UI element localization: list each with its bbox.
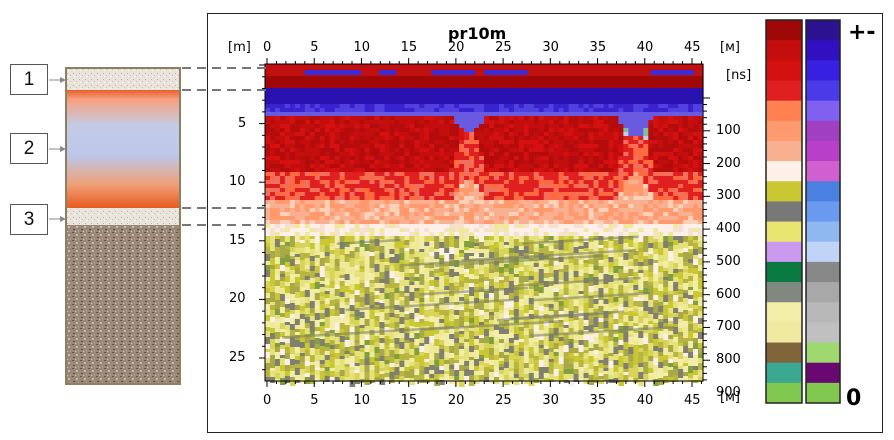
soil-column-border [65,67,181,385]
x-bottom-tick-label: 30 [542,393,559,408]
cool-palette-swatch [806,20,840,41]
cool-palette-swatch [806,80,840,102]
x-top-tick-label: 5 [310,40,319,55]
depth-tick-label: 25 [229,350,246,365]
cool-palette-swatch [806,181,840,202]
bottom-right-unit: [м] [720,390,740,405]
cool-palette-border [805,19,841,404]
warm-palette-swatch [766,120,802,142]
time-tick-label: 100 [716,122,741,138]
layer-3 [66,208,180,225]
cool-palette-swatch [806,342,840,364]
x-top-tick-label: 35 [589,40,607,55]
cool-palette-swatch [806,140,840,162]
warm-palette-swatch [766,80,802,102]
time-tick-label: 800 [716,352,741,368]
layer-gravel [66,225,180,384]
soil-column [49,67,181,385]
x-bottom-tick-label: 5 [310,393,319,408]
warm-palette-swatch [766,221,802,243]
depth-tick-label: 20 [229,291,246,307]
x-bottom-tick-label: 40 [636,393,654,408]
x-top-tick-label: 15 [400,40,418,55]
warm-palette-swatch [766,362,802,384]
warm-palette-swatch [766,342,802,364]
warm-palette-swatch [766,201,802,223]
cool-palette-swatch [806,40,840,61]
warm-palette-swatch [766,302,802,323]
cool-palette-swatch [806,261,840,283]
cool-palette-swatch [806,120,840,142]
warm-palette-swatch [766,140,802,162]
time-tick-label: 300 [716,188,741,204]
cool-palette-swatch [806,382,840,404]
cool-palette-swatch [806,201,840,223]
cool-palette-swatch [806,60,840,81]
warm-palette-swatch [766,181,802,202]
top-left-unit: [m] [228,40,251,55]
time-tick-label: 600 [716,286,741,302]
warm-palette-swatch [766,322,802,344]
layer-label-3: 3 [10,204,48,235]
radargram-title: pr10m [448,24,507,43]
warm-palette-swatch [766,382,802,404]
radargram-image [265,64,704,387]
warm-palette-swatch [766,60,802,81]
time-tick-label: 900 [716,385,741,400]
cool-palette-swatch [806,221,840,243]
depth-tick-label: 5 [238,115,247,131]
x-bottom-tick-label: 10 [353,393,370,408]
x-top-tick-label: 40 [636,40,654,55]
cool-palette-swatch [806,302,840,323]
cool-palette-swatch [806,161,840,182]
palette-top-symbol: +- [848,20,876,45]
warm-palette-swatch [766,40,802,61]
x-bottom-tick-label: 35 [589,393,607,408]
warm-palette-swatch [766,20,802,41]
time-tick-label: 400 [716,221,741,237]
x-top-tick-label: 45 [684,40,701,55]
depth-tick-label: 10 [229,174,246,190]
top-right-unit: [м] [720,40,740,55]
x-top-tick-label: 10 [353,40,370,55]
layer-2 [66,90,180,208]
cool-palette-swatch [806,100,840,122]
warm-palette-swatch [766,241,802,263]
time-tick-label: 200 [716,155,741,171]
layer-label-2: 2 [10,133,48,164]
warm-palette-border [765,19,803,404]
layer-1-top-soil [66,68,180,90]
x-bottom-tick-label: 45 [684,393,701,408]
warm-palette-swatch [766,282,802,303]
x-top-tick-label: 20 [447,40,465,55]
x-bottom-tick-label: 15 [400,393,418,408]
cool-palette-swatch [806,282,840,303]
depth-tick-label: 15 [229,232,246,248]
layer-label-1: 1 [10,64,48,95]
warm-palette-swatch [766,161,802,182]
x-bottom-tick-label: 20 [447,393,465,408]
time-unit: [ns] [726,68,752,83]
time-tick-label: 500 [716,253,741,269]
x-bottom-tick-label: 0 [263,393,272,408]
x-top-tick-label: 0 [263,40,272,55]
warm-palette-swatch [766,100,802,122]
cool-palette-swatch [806,241,840,263]
time-tick-label: 700 [716,319,741,335]
cool-palette-swatch [806,362,840,384]
cool-palette-swatch [806,322,840,344]
x-bottom-tick-label: 25 [495,393,512,408]
palette-bottom-symbol: 0 [846,386,862,411]
warm-palette-swatch [766,261,802,283]
x-top-tick-label: 25 [495,40,512,55]
x-top-tick-label: 30 [542,40,559,55]
